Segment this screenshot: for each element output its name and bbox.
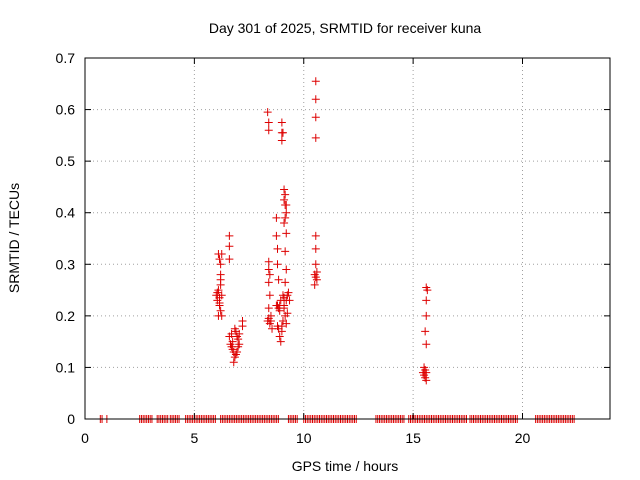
data-point	[281, 190, 290, 199]
data-point	[215, 298, 224, 307]
data-point	[273, 244, 282, 253]
data-point	[311, 231, 320, 240]
y-tick-label: 0.1	[56, 359, 76, 375]
data-point	[282, 319, 291, 328]
data-point	[234, 335, 243, 344]
data-point	[312, 275, 321, 284]
data-point	[282, 265, 291, 274]
data-point	[216, 275, 225, 284]
data-point	[214, 249, 223, 258]
data-point	[225, 242, 234, 251]
data-point	[418, 368, 427, 377]
data-point	[233, 347, 242, 356]
data-point	[235, 329, 244, 338]
axis-ticks	[84, 57, 610, 420]
data-point	[230, 324, 239, 333]
data-point	[280, 301, 289, 310]
data-point	[280, 219, 289, 228]
data-point	[272, 231, 281, 240]
data-point	[422, 296, 431, 305]
data-point	[311, 113, 320, 122]
data-point	[273, 260, 282, 269]
tick-labels: 0 5 10 15 20 0 0.1 0.2 0.3 0.4 0.5 0.6 0.7	[56, 50, 531, 446]
data-point	[215, 255, 224, 264]
data-point	[281, 247, 290, 256]
data-point	[276, 337, 285, 346]
data-point	[423, 286, 432, 295]
data-point	[265, 270, 274, 279]
data-point	[422, 376, 431, 385]
data-point	[281, 278, 290, 287]
data-point	[280, 185, 289, 194]
data-point	[238, 322, 247, 331]
grid-layer	[85, 58, 610, 419]
x-axis-label: GPS time / hours	[292, 458, 399, 474]
data-point	[277, 136, 286, 145]
data-point	[280, 195, 289, 204]
x-tick-label: 20	[515, 430, 531, 446]
data-point	[264, 118, 273, 127]
x-tick-label: 15	[405, 430, 421, 446]
data-point	[282, 200, 291, 209]
data-point	[281, 213, 290, 222]
data-point	[264, 257, 273, 266]
data-point	[227, 329, 236, 338]
data-point	[217, 291, 226, 300]
y-tick-label: 0.6	[56, 102, 76, 118]
data-point	[282, 229, 291, 238]
data-point	[277, 322, 286, 331]
x-tick-label: 0	[81, 430, 89, 446]
y-tick-label: 0.7	[56, 50, 76, 66]
chart-title: Day 301 of 2025, SRMTID for receiver kun…	[209, 20, 482, 36]
data-point	[421, 327, 430, 336]
data-point	[283, 309, 292, 318]
data-point	[310, 280, 319, 289]
data-point	[275, 332, 284, 341]
data-point	[264, 278, 273, 287]
data-point	[422, 340, 431, 349]
data-point	[311, 77, 320, 86]
data-point	[266, 311, 275, 320]
data-point	[277, 118, 286, 127]
y-tick-label: 0.4	[56, 205, 76, 221]
data-point	[264, 265, 273, 274]
x-tick-label: 5	[190, 430, 198, 446]
data-point	[284, 288, 293, 297]
data-point	[311, 133, 320, 142]
data-point	[225, 231, 234, 240]
data-point	[272, 213, 281, 222]
y-tick-label: 0.5	[56, 153, 76, 169]
data-point	[216, 306, 225, 315]
data-point	[213, 288, 222, 297]
data-point	[264, 126, 273, 135]
data-point	[264, 304, 273, 313]
y-tick-label: 0.3	[56, 256, 76, 272]
data-point	[263, 317, 272, 326]
data-point	[225, 255, 234, 264]
data-point	[311, 260, 320, 269]
data-point	[274, 275, 283, 284]
data-point	[311, 95, 320, 104]
plot-frame	[84, 57, 611, 420]
data-point	[217, 311, 226, 320]
data-point	[229, 358, 238, 367]
data-point	[285, 296, 294, 305]
data-point	[312, 268, 321, 277]
data-point	[422, 311, 431, 320]
data-point	[311, 244, 320, 253]
data-point	[234, 342, 243, 351]
data-point	[278, 128, 287, 137]
data-point	[228, 337, 237, 346]
data-point	[265, 291, 274, 300]
data-point	[216, 260, 225, 269]
y-tick-label: 0	[67, 411, 75, 427]
data-point	[263, 108, 272, 117]
x-tick-label: 10	[296, 430, 312, 446]
data-point	[282, 208, 291, 217]
y-tick-label: 0.2	[56, 308, 76, 324]
y-axis-label: SRMTID / TECUs	[6, 183, 22, 293]
